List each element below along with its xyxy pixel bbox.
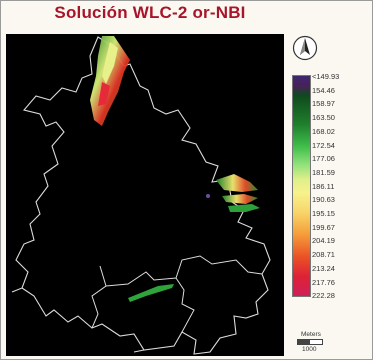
- suitability-patch-south: [128, 284, 174, 302]
- legend-label: 222.28: [312, 291, 335, 301]
- scale-bar-graphic: [297, 339, 323, 345]
- legend-label: 208.71: [312, 250, 335, 260]
- map-canvas: [6, 34, 284, 356]
- legend-label: 172.54: [312, 140, 335, 150]
- suitability-patch-east: [216, 174, 258, 192]
- legend-label: 213.24: [312, 263, 335, 273]
- internal-boundary: [91, 255, 263, 333]
- legend-label: 199.67: [312, 222, 335, 232]
- legend-label: 181.59: [312, 167, 335, 177]
- suitability-point: [206, 194, 210, 198]
- legend-label: 190.63: [312, 195, 335, 205]
- north-arrow: [292, 35, 318, 61]
- suitability-patch-north-hot: [98, 82, 110, 106]
- scale-bar: Meters 1000: [291, 331, 351, 355]
- legend-label: 217.76: [312, 277, 335, 287]
- map-title: Solución WLC-2 or-NBI: [54, 3, 246, 22]
- suitability-patch-east-2: [222, 194, 258, 204]
- legend-label: <149.93: [312, 72, 340, 81]
- legend-label: 186.11: [312, 181, 335, 191]
- legend-label: 195.15: [312, 209, 335, 218]
- legend-label: 154.46: [312, 85, 335, 95]
- legend-label: 177.06: [312, 154, 335, 164]
- legend-label: 204.19: [312, 236, 335, 246]
- scale-value: 1000: [302, 346, 317, 353]
- legend-label: 168.02: [312, 126, 335, 136]
- legend-color-ramp: [292, 75, 311, 297]
- scale-unit-label: Meters: [301, 331, 321, 338]
- suitability-patch-north-core: [102, 42, 118, 84]
- map-drawing: [11, 36, 271, 355]
- legend-label: 158.97: [312, 99, 335, 109]
- district-boundary: [15, 36, 271, 355]
- river-line: [11, 287, 145, 353]
- legend-label: 163.50: [312, 113, 335, 123]
- legend-labels: <149.93 154.46 158.97 163.50 168.02 172.…: [312, 72, 368, 302]
- suitability-patch-east-3: [228, 204, 260, 212]
- north-arrow-icon: [292, 35, 318, 61]
